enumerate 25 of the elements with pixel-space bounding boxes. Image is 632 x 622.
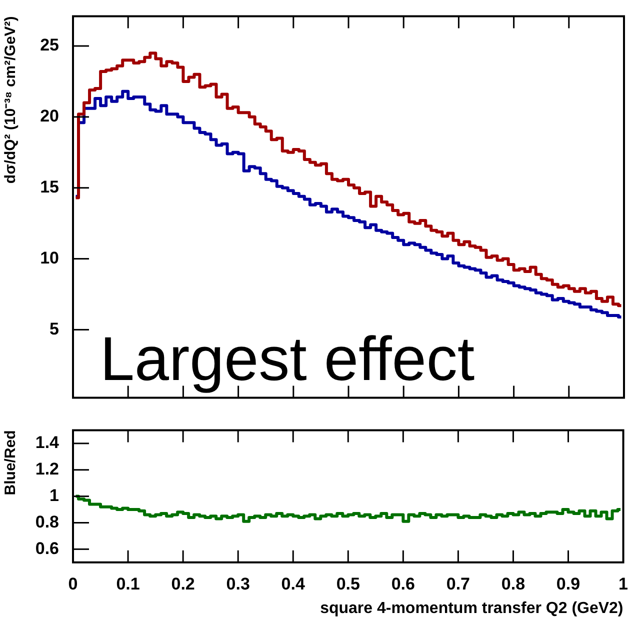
x-tick-label: 0.6 — [391, 574, 415, 594]
y-axis-title: dσ/dQ² (10⁻³⁸ cm²/GeV²) — [2, 16, 20, 184]
y-tick-label: 0.6 — [35, 538, 59, 558]
x-tick-label: 0.2 — [171, 574, 195, 594]
y-axis-title: Blue/Red — [2, 430, 20, 496]
x-tick-label: 0.3 — [226, 574, 250, 594]
x-tick-label: 0.9 — [556, 574, 580, 594]
y-tick-label: 20 — [40, 106, 59, 126]
x-tick-label: 0.4 — [281, 574, 306, 594]
y-tick-label: 25 — [40, 36, 59, 55]
y-tick-label: 15 — [40, 178, 59, 197]
x-tick-label: 0.1 — [116, 574, 140, 594]
annotation: Largest effect — [100, 324, 475, 394]
y-tick-label: 10 — [40, 248, 59, 268]
y-tick-label: 1.4 — [35, 433, 60, 452]
y-tick-label: 1.2 — [35, 460, 59, 479]
x-tick-label: 1 — [618, 574, 628, 594]
x-tick-label: 0.7 — [446, 574, 470, 594]
y-tick-label: 1 — [50, 486, 59, 505]
x-tick-label: 0.5 — [336, 574, 360, 594]
x-tick-label: 0 — [68, 574, 78, 594]
x-axis-title: square 4-momentum transfer Q2 (GeV2) — [320, 600, 624, 617]
x-tick-label: 0.8 — [501, 574, 526, 594]
y-tick-label: 5 — [50, 319, 59, 338]
y-tick-label: 0.8 — [35, 512, 59, 532]
